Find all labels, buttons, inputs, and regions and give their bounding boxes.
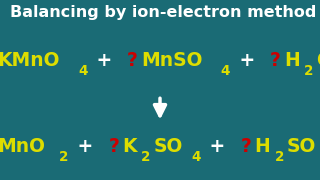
- Text: O: O: [316, 51, 320, 70]
- Text: +: +: [203, 137, 232, 156]
- Text: Balancing by ion-electron method: Balancing by ion-electron method: [10, 5, 316, 20]
- Text: +: +: [90, 51, 119, 70]
- Text: +: +: [71, 137, 100, 156]
- Text: 2: 2: [275, 150, 284, 164]
- Text: 4: 4: [191, 150, 201, 164]
- Text: ?: ?: [270, 51, 281, 70]
- Text: SO: SO: [153, 137, 183, 156]
- Text: 2: 2: [304, 64, 314, 78]
- Text: ?: ?: [127, 51, 138, 70]
- Text: ?: ?: [240, 137, 251, 156]
- Text: H: H: [284, 51, 300, 70]
- Text: 4: 4: [220, 64, 230, 78]
- Text: KMnO: KMnO: [0, 51, 60, 70]
- Text: ?: ?: [108, 137, 119, 156]
- Text: MnO: MnO: [0, 137, 45, 156]
- Text: H: H: [254, 137, 270, 156]
- Text: SO: SO: [287, 137, 316, 156]
- Text: MnSO: MnSO: [141, 51, 203, 70]
- Text: +: +: [233, 51, 261, 70]
- Text: 2: 2: [59, 150, 68, 164]
- Text: 4: 4: [78, 64, 87, 78]
- Text: K: K: [123, 137, 137, 156]
- Text: 2: 2: [141, 150, 150, 164]
